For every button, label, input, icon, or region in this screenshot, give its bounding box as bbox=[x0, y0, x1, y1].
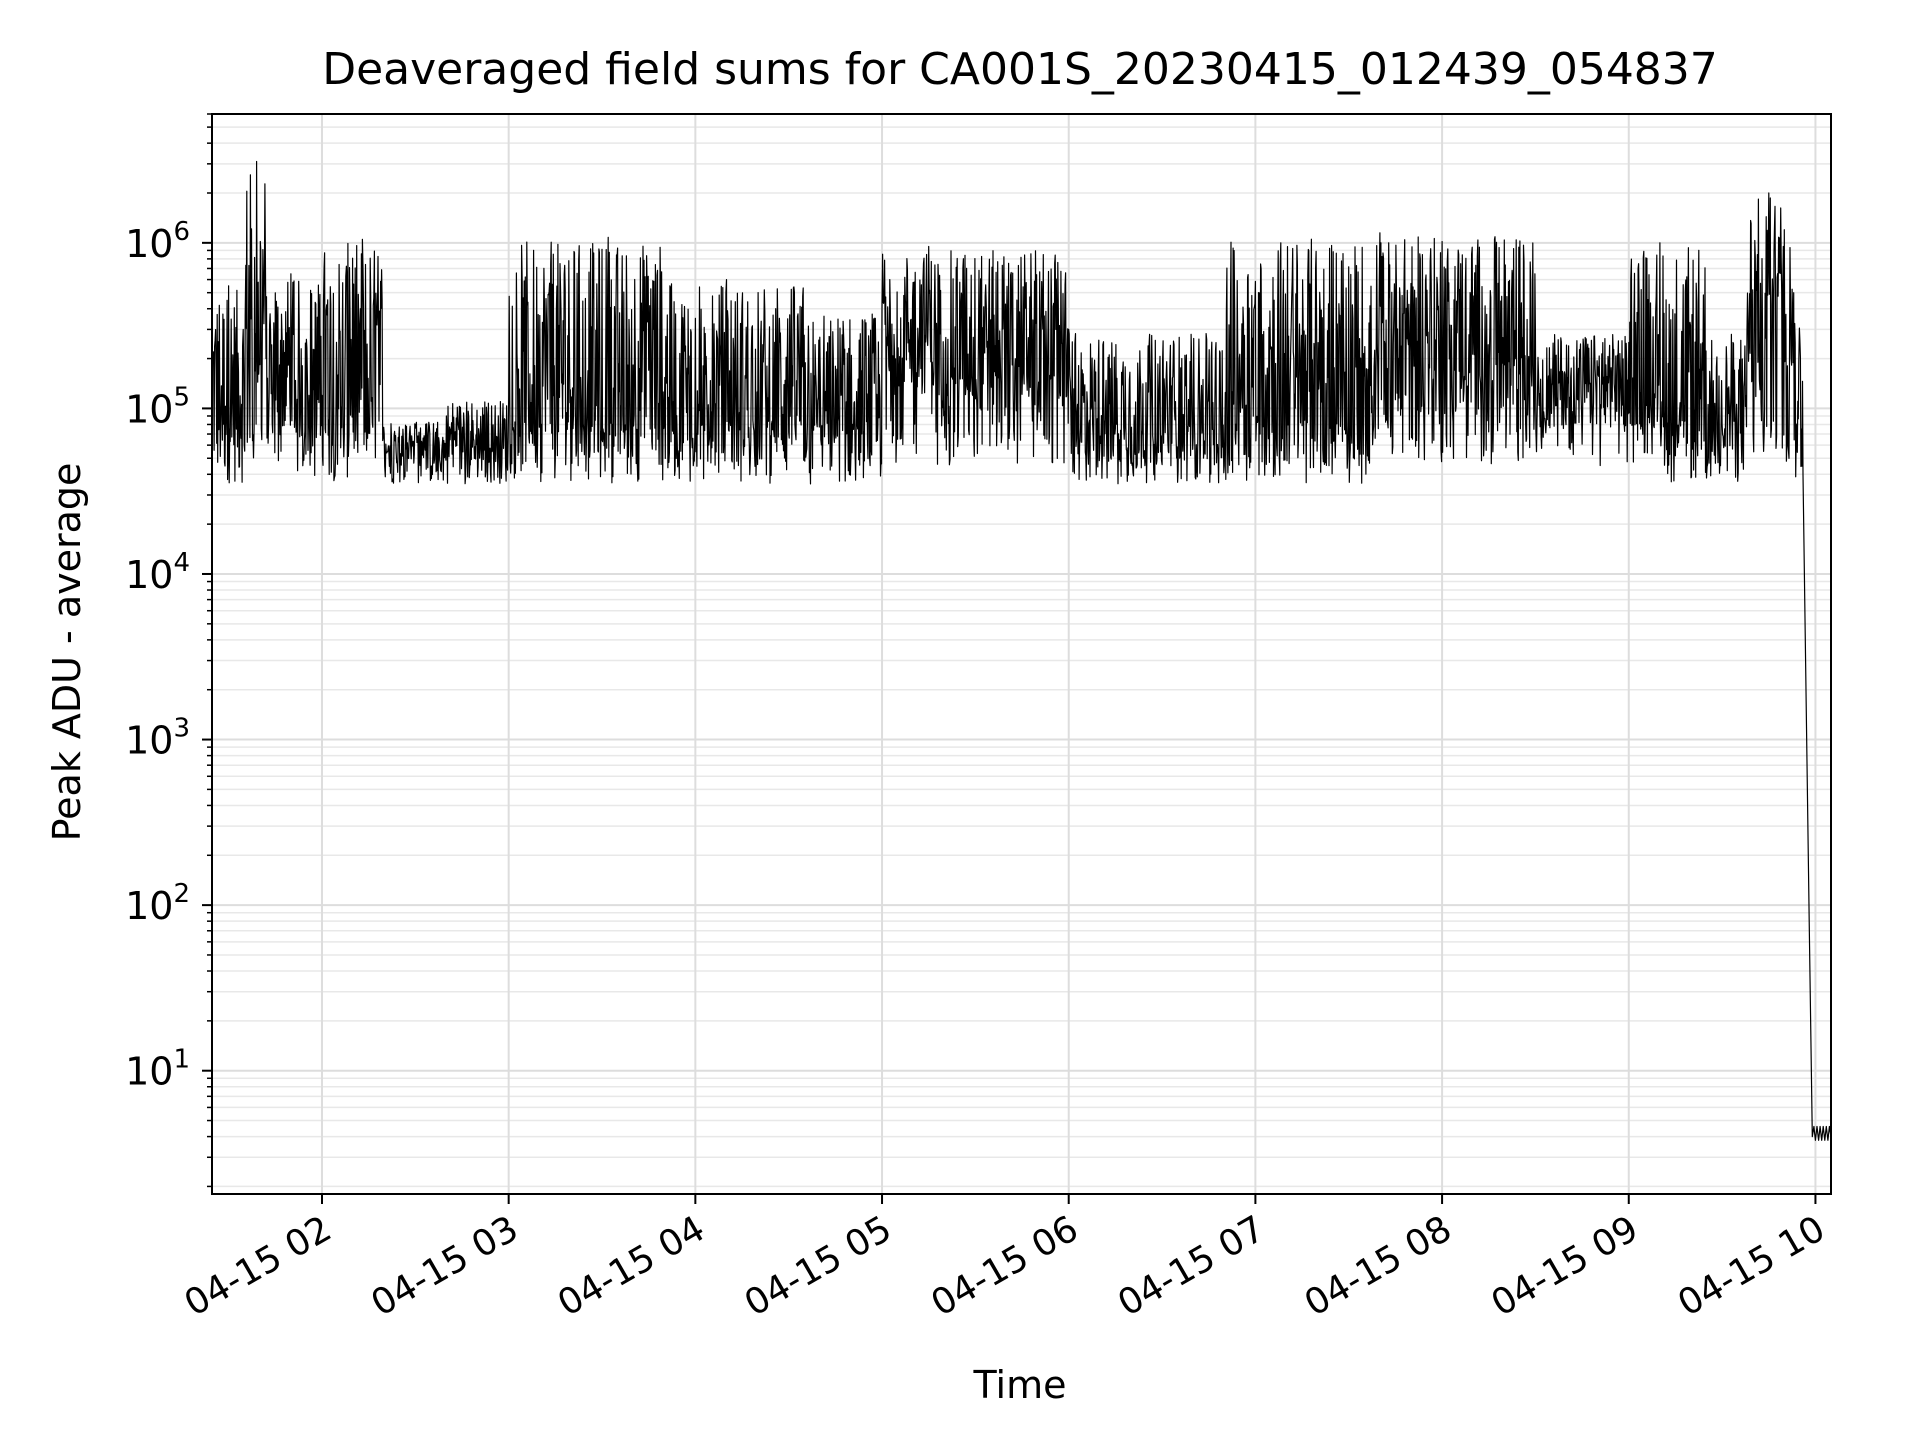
chart-title: Deaveraged field sums for CA001S_2023041… bbox=[322, 44, 1718, 95]
y-tick-label: 106 bbox=[125, 217, 190, 266]
x-axis-label: Time bbox=[973, 1363, 1067, 1407]
series-layer bbox=[211, 160, 1832, 1141]
y-axis: 101 102 103 104 105 106 bbox=[125, 113, 212, 1188]
y-tick-label: 105 bbox=[125, 382, 190, 431]
minor-grid bbox=[212, 113, 1831, 1188]
y-axis-label: Peak ADU - average bbox=[45, 463, 89, 842]
series-line-0 bbox=[211, 160, 1832, 1141]
plot-frame bbox=[211, 113, 1832, 1195]
y-tick-label: 101 bbox=[125, 1045, 190, 1094]
y-tick-label: 103 bbox=[125, 714, 190, 763]
y-tick-label: 102 bbox=[125, 879, 190, 928]
y-tick-label: 104 bbox=[125, 548, 190, 597]
